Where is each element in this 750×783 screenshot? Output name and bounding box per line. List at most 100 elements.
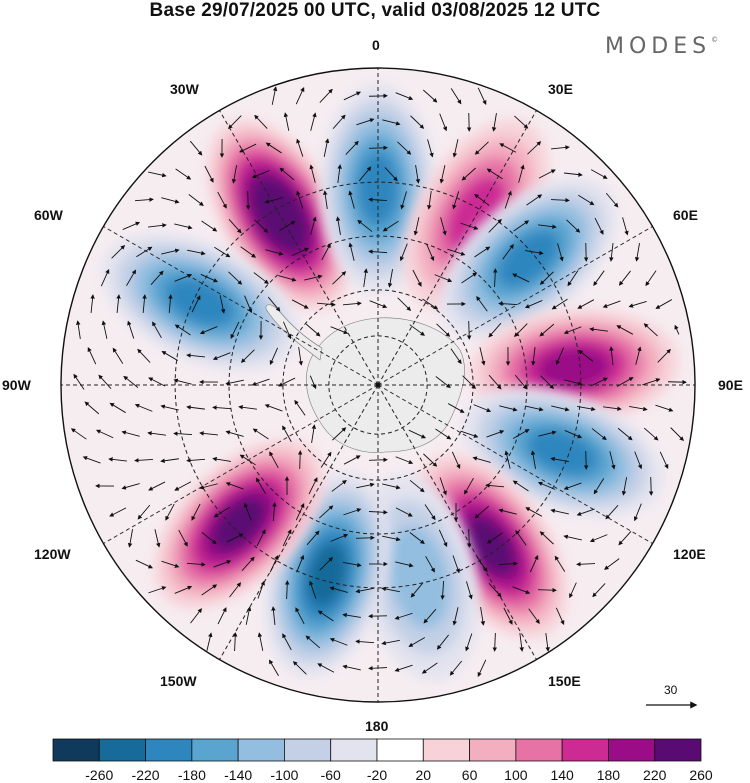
wind-vector xyxy=(190,608,203,624)
wind-vector xyxy=(109,402,126,414)
wind-vector xyxy=(628,300,647,308)
lon-label-90w: 90W xyxy=(2,377,31,393)
wind-vector xyxy=(563,326,582,335)
wind-vector xyxy=(363,268,368,287)
wind-vector xyxy=(567,270,579,287)
wind-vector xyxy=(161,248,180,255)
wind-vector xyxy=(212,456,231,462)
modes-logo: MODES© xyxy=(605,34,718,59)
wind-vector xyxy=(514,374,528,390)
wind-vector xyxy=(421,662,438,674)
polar-map xyxy=(60,67,696,703)
wind-vector xyxy=(168,294,173,314)
wind-vector xyxy=(212,352,231,361)
wind-vector xyxy=(127,529,134,548)
wind-vector xyxy=(515,529,527,546)
colorbar-tick-9: 100 xyxy=(504,767,528,783)
colorbar-tick-7: 20 xyxy=(415,767,431,783)
wind-vector xyxy=(342,664,361,671)
wind-vector xyxy=(320,451,332,468)
lon-label-150w: 150W xyxy=(160,673,197,689)
wind-vector xyxy=(634,451,643,470)
wind-vector xyxy=(436,634,449,650)
wind-vector xyxy=(427,139,434,158)
wind-vector xyxy=(450,88,462,105)
wind-vector xyxy=(655,404,674,412)
wind-vector xyxy=(161,197,180,204)
wind-vector xyxy=(201,584,218,596)
wind-vector xyxy=(357,219,373,232)
colorbar-tick-0: -260 xyxy=(85,767,113,783)
wind-vector xyxy=(251,170,270,179)
wind-vector xyxy=(186,353,205,358)
wind-vector xyxy=(186,562,206,567)
wind-vector xyxy=(271,86,278,105)
colorbar-swatch-12 xyxy=(608,738,656,762)
wind-vector xyxy=(609,346,614,365)
wind-vector xyxy=(161,560,180,568)
wind-vector xyxy=(323,190,328,209)
colorbar-swatch-0 xyxy=(52,738,100,762)
wind-vector xyxy=(323,138,330,157)
wind-vector xyxy=(474,505,490,519)
colorbar-swatch-1 xyxy=(98,738,146,762)
wind-vector xyxy=(84,401,100,415)
wind-vector xyxy=(498,561,518,566)
wind-vector xyxy=(539,531,554,545)
wind-vector xyxy=(447,248,466,256)
wind-vector xyxy=(555,347,564,366)
wind-vector xyxy=(466,320,472,340)
wind-vector xyxy=(319,557,334,571)
wind-vector xyxy=(343,91,361,101)
wind-vector xyxy=(111,245,126,259)
wind-vector xyxy=(422,89,438,103)
wind-vector xyxy=(337,164,342,183)
colorbar-swatch-11 xyxy=(561,738,609,762)
colorbar-tick-8: 60 xyxy=(462,767,478,783)
wind-vector xyxy=(410,115,425,129)
wind-vector xyxy=(178,529,188,547)
wind-vector xyxy=(462,375,477,389)
lon-label-120e: 120E xyxy=(673,546,706,562)
wind-vector xyxy=(488,582,502,598)
wind-vector xyxy=(594,217,604,235)
wind-vector xyxy=(279,167,295,181)
wind-vector xyxy=(466,528,472,548)
colorbar-swatch-2 xyxy=(145,738,193,762)
wind-vector xyxy=(316,302,336,307)
wind-vector xyxy=(422,298,439,310)
wind-vector xyxy=(368,197,388,202)
wind-vector xyxy=(648,476,654,496)
wind-vector xyxy=(603,406,622,411)
lon-label-60w: 60W xyxy=(34,207,63,223)
wind-vector xyxy=(499,143,517,153)
wind-vector xyxy=(186,405,205,410)
wind-vector xyxy=(319,88,333,103)
wind-vector xyxy=(135,559,153,569)
wind-vector xyxy=(309,580,317,599)
wind-vector xyxy=(480,607,486,626)
wind-vector xyxy=(148,223,167,228)
wind-vector xyxy=(408,429,426,439)
wind-vector xyxy=(545,633,550,652)
wind-vector xyxy=(498,301,518,306)
wind-vector xyxy=(269,555,279,573)
wind-vector xyxy=(410,582,424,598)
wind-vector xyxy=(569,582,577,599)
wind-vector xyxy=(254,219,269,233)
wind-vector xyxy=(629,406,648,412)
lon-label-90e: 90E xyxy=(718,377,743,393)
wind-vector xyxy=(204,165,214,183)
wind-vector xyxy=(173,378,192,385)
colorbar-tick-5: -60 xyxy=(321,767,341,783)
wind-vectors xyxy=(70,86,687,677)
colorbar-tick-11: 180 xyxy=(597,767,621,783)
wind-vector xyxy=(540,375,555,390)
wind-vector xyxy=(295,503,305,521)
wind-vector xyxy=(317,663,335,673)
colorbar-tick-2: -180 xyxy=(178,767,206,783)
wind-vector xyxy=(617,427,633,441)
wind-vector xyxy=(514,115,529,129)
wind-vector xyxy=(486,532,503,544)
wind-vector xyxy=(634,243,640,262)
